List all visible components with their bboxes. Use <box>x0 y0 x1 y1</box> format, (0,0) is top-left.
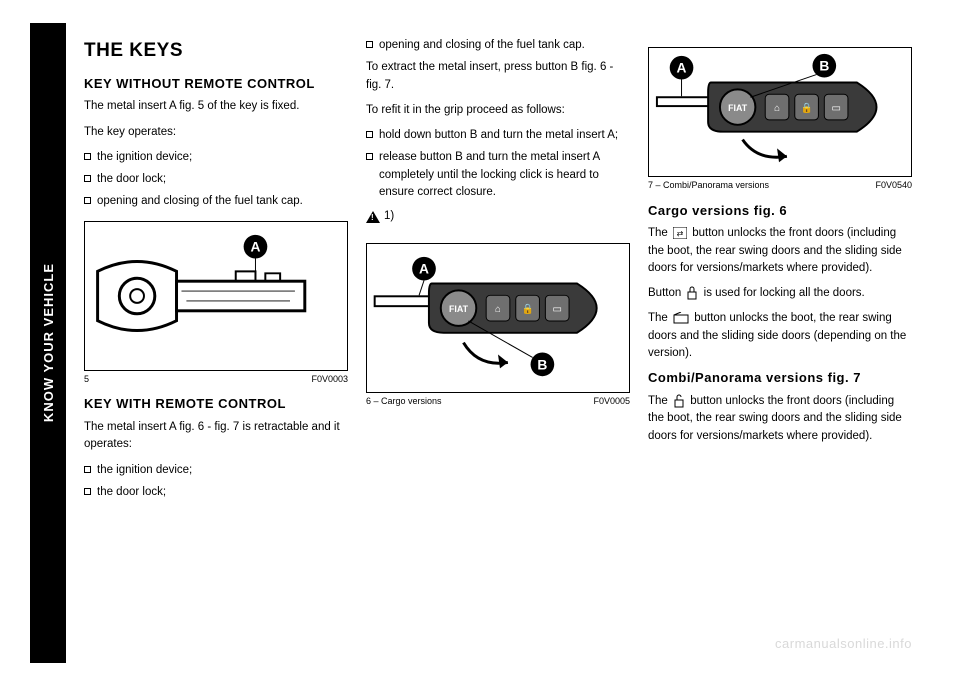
svg-text:▭: ▭ <box>831 103 840 114</box>
list-item: the ignition device; <box>84 462 348 479</box>
paragraph: To refit it in the grip proceed as follo… <box>366 102 630 119</box>
figure-7: FIAT ⌂ 🔒 ▭ A B <box>648 47 912 177</box>
paragraph: The button unlocks the front doors (incl… <box>648 393 912 445</box>
svg-text:B: B <box>819 59 829 74</box>
list-item: release button B and turn the metal inse… <box>366 149 630 201</box>
column-3: FIAT ⌂ 🔒 ▭ A B 7 – <box>648 37 912 653</box>
svg-text:FIAT: FIAT <box>728 103 748 113</box>
heading-combi-panorama: Combi/Panorama versions fig. 7 <box>648 370 912 387</box>
svg-text:FIAT: FIAT <box>449 304 469 314</box>
figure-code: F0V0003 <box>311 373 348 387</box>
paragraph: The button unlocks the boot, the rear sw… <box>648 310 912 362</box>
bullet-icon <box>84 175 91 182</box>
figure-number: 5 <box>84 373 89 387</box>
bullet-icon <box>84 153 91 160</box>
svg-text:⌂: ⌂ <box>495 304 501 315</box>
figure-number: 6 – Cargo versions <box>366 395 442 409</box>
manual-page: KNOW YOUR VEHICLE THE KEYS KEY WITHOUT R… <box>30 23 930 663</box>
svg-text:A: A <box>250 238 260 254</box>
figure-number: 7 – Combi/Panorama versions <box>648 179 769 193</box>
heading-key-without-remote: KEY WITHOUT REMOTE CONTROL <box>84 76 348 93</box>
section-tab: KNOW YOUR VEHICLE <box>30 23 66 663</box>
paragraph: The ⇄ button unlocks the front doors (in… <box>648 225 912 277</box>
paragraph: Button is used for locking all the doors… <box>648 285 912 302</box>
column-1: THE KEYS KEY WITHOUT REMOTE CONTROL The … <box>84 37 348 653</box>
lock-icon <box>686 286 698 300</box>
bullet-icon <box>84 466 91 473</box>
svg-text:A: A <box>419 261 429 277</box>
bullet-icon <box>84 197 91 204</box>
warning-icon <box>366 211 380 223</box>
bullet-icon <box>366 131 373 138</box>
figure-5: A <box>84 221 348 371</box>
list-item: hold down button B and turn the metal in… <box>366 127 630 144</box>
page-title: THE KEYS <box>84 37 348 66</box>
paragraph: The metal insert A fig. 5 of the key is … <box>84 98 348 115</box>
section-tab-label: KNOW YOUR VEHICLE <box>41 263 56 422</box>
paragraph: The key operates: <box>84 124 348 141</box>
svg-text:⇄: ⇄ <box>677 229 684 238</box>
page-number: 14 <box>46 636 60 651</box>
figure-caption: 7 – Combi/Panorama versions F0V0540 <box>648 179 912 193</box>
list-item: opening and closing of the fuel tank cap… <box>366 37 630 54</box>
boot-unlock-icon <box>673 312 689 324</box>
svg-text:🔒: 🔒 <box>800 102 812 114</box>
list-item: the door lock; <box>84 171 348 188</box>
list-item: the door lock; <box>84 484 348 501</box>
unlock-padlock-icon <box>673 394 685 408</box>
watermark: carmanualsonline.info <box>775 636 912 651</box>
figure-caption: 6 – Cargo versions F0V0005 <box>366 395 630 409</box>
heading-cargo-versions: Cargo versions fig. 6 <box>648 203 912 220</box>
svg-text:B: B <box>537 357 547 373</box>
paragraph: To extract the metal insert, press butto… <box>366 59 630 94</box>
figure-6: FIAT ⌂ 🔒 ▭ A B <box>366 243 630 393</box>
svg-text:🔒: 🔒 <box>521 303 533 315</box>
svg-text:A: A <box>677 61 687 76</box>
list-item: opening and closing of the fuel tank cap… <box>84 193 348 210</box>
warning-ref: 1) <box>384 208 394 225</box>
warning-marker: 1) <box>366 208 394 225</box>
bullet-icon <box>84 488 91 495</box>
content-columns: THE KEYS KEY WITHOUT REMOTE CONTROL The … <box>66 23 930 663</box>
figure-caption: 5 F0V0003 <box>84 373 348 387</box>
svg-text:▭: ▭ <box>553 304 562 315</box>
svg-text:⌂: ⌂ <box>774 103 780 114</box>
bullet-icon <box>366 41 373 48</box>
column-2: opening and closing of the fuel tank cap… <box>366 37 630 653</box>
figure-code: F0V0540 <box>875 179 912 193</box>
unlock-icon: ⇄ <box>673 227 687 239</box>
bullet-icon <box>366 153 373 160</box>
heading-key-with-remote: KEY WITH REMOTE CONTROL <box>84 396 348 413</box>
paragraph: The metal insert A fig. 6 - fig. 7 is re… <box>84 419 348 454</box>
list-item: the ignition device; <box>84 149 348 166</box>
figure-code: F0V0005 <box>593 395 630 409</box>
